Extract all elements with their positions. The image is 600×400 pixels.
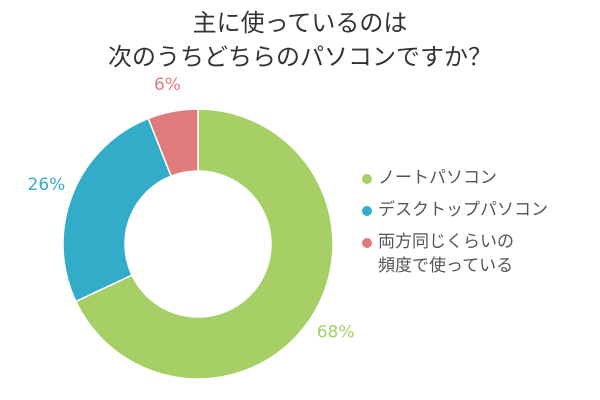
- chart-title: 主に使っているのは 次のうちどちらのパソコンですか？: [0, 6, 600, 74]
- donut-slice-both: [147, 108, 199, 178]
- data-label-desktop: 26%: [28, 175, 66, 195]
- legend-item-notebook: ノートパソコン: [362, 166, 596, 190]
- legend-swatch-desktop: [362, 206, 372, 216]
- legend-swatch-notebook: [362, 174, 372, 184]
- legend-label-both-line-1: 両方同じくらいの: [378, 232, 514, 252]
- chart-title-line-1: 主に使っているのは: [192, 9, 408, 37]
- legend-swatch-both: [362, 238, 372, 248]
- legend-label-desktop: デスクトップパソコン: [378, 200, 548, 220]
- chart-legend: ノートパソコン デスクトップパソコン 両方同じくらいの 頻度で使っている: [362, 166, 596, 286]
- chart-title-line-2: 次のうちどちらのパソコンですか？: [108, 43, 492, 71]
- legend-item-both: 両方同じくらいの 頻度で使っている: [362, 230, 596, 278]
- donut-slice-desktop: [62, 117, 173, 303]
- legend-label-notebook: ノートパソコン: [378, 168, 497, 188]
- legend-label-both-line-2: 頻度で使っている: [378, 256, 514, 276]
- data-label-notebook: 68%: [317, 322, 355, 342]
- legend-item-desktop: デスクトップパソコン: [362, 198, 596, 222]
- donut-slice-notebook: [74, 108, 334, 380]
- data-label-both: 6%: [154, 75, 181, 95]
